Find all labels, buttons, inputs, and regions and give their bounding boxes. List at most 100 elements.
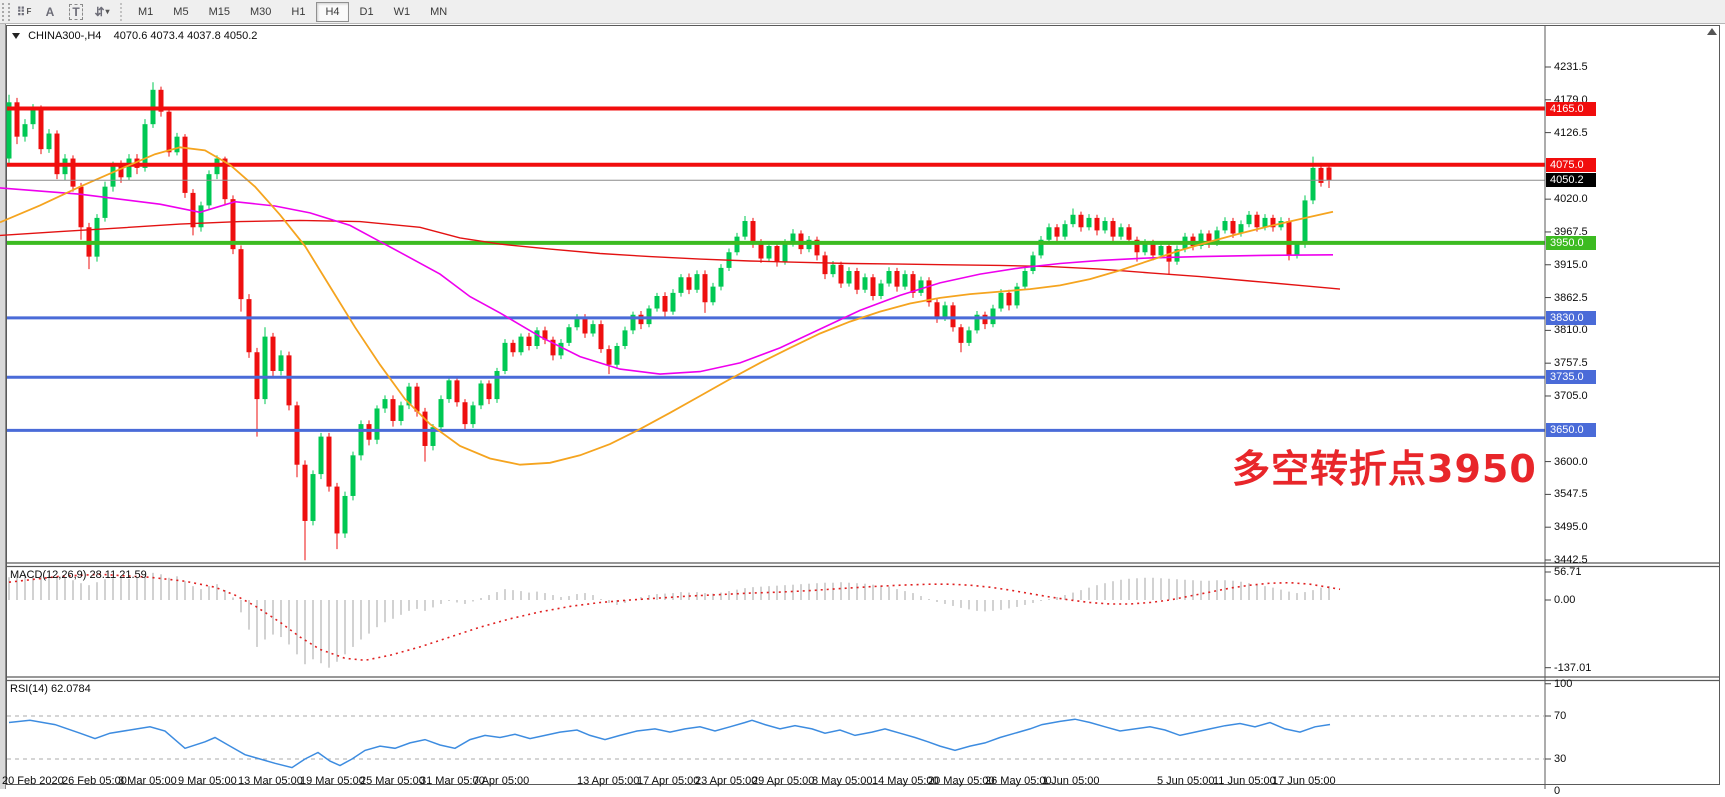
bull-candle bbox=[566, 327, 572, 343]
rsi-line bbox=[8, 718, 1331, 769]
bear-candle bbox=[606, 349, 612, 365]
bear-candle bbox=[238, 249, 244, 300]
bull-candle bbox=[622, 330, 628, 346]
bear-candle bbox=[638, 314, 644, 325]
date-axis-label: 31 Mar 05:00 bbox=[420, 775, 485, 787]
bear-candle bbox=[222, 158, 228, 200]
bear-candle bbox=[286, 355, 292, 406]
ma-red-line bbox=[0, 219, 1341, 290]
bull-candle bbox=[1262, 217, 1268, 228]
bull-candle bbox=[438, 399, 444, 428]
chart-shift-marker[interactable] bbox=[1707, 28, 1717, 35]
price-level-badge-4165.0: 4165.0 bbox=[1546, 102, 1596, 116]
bull-candle bbox=[878, 283, 884, 297]
bull-candle bbox=[1174, 249, 1180, 262]
bull-candle bbox=[694, 274, 700, 290]
bull-candle bbox=[358, 424, 364, 456]
bull-candle bbox=[1294, 244, 1300, 256]
bear-candle bbox=[526, 336, 532, 346]
date-axis-label: 19 Mar 05:00 bbox=[300, 775, 365, 787]
date-axis-label: 9 Mar 05:00 bbox=[178, 775, 237, 787]
timeframe-button-M1[interactable]: M1 bbox=[129, 2, 162, 22]
timeframe-button-M30[interactable]: M30 bbox=[241, 2, 280, 22]
date-axis-label: 29 Apr 05:00 bbox=[752, 775, 815, 787]
bear-candle bbox=[934, 302, 940, 318]
bull-candle bbox=[22, 124, 28, 137]
rsi-indicator-label: RSI(14) 62.0784 bbox=[10, 683, 91, 695]
bull-candle bbox=[1086, 217, 1092, 228]
bull-candle bbox=[478, 383, 484, 406]
bull-candle bbox=[1014, 286, 1020, 306]
chart-window[interactable]: CHINA300-,H4 4070.6 4073.4 4037.8 4050.2… bbox=[0, 24, 1725, 797]
bear-candle bbox=[1150, 242, 1156, 256]
annotation-text: 多空转折点3950 bbox=[1232, 447, 1537, 491]
rsi-scale-label: 30 bbox=[1554, 753, 1567, 765]
bull-candle bbox=[710, 286, 716, 303]
bear-candle bbox=[14, 102, 20, 137]
bull-candle bbox=[206, 174, 212, 206]
price-level-badge-3735.0: 3735.0 bbox=[1546, 370, 1596, 384]
toolbar-separator bbox=[120, 2, 122, 21]
bull-candle bbox=[1238, 224, 1244, 234]
price-axis-tick-label: 4231.5 bbox=[1554, 61, 1588, 73]
bull-candle bbox=[518, 336, 524, 353]
bull-candle bbox=[174, 136, 180, 153]
toolbar-grip[interactable] bbox=[2, 2, 10, 21]
price-axis-tick-label: 3442.5 bbox=[1554, 554, 1588, 566]
timeframe-button-D1[interactable]: D1 bbox=[351, 2, 383, 22]
price-axis-tick-label: 3547.5 bbox=[1554, 488, 1588, 500]
bull-candle bbox=[198, 205, 204, 228]
bear-candle bbox=[1318, 167, 1324, 183]
cursor-a-icon[interactable]: A bbox=[45, 4, 55, 19]
bear-candle bbox=[422, 411, 428, 446]
bull-candle bbox=[30, 108, 36, 125]
text-tool-icon[interactable]: T bbox=[64, 2, 88, 22]
bear-candle bbox=[334, 486, 340, 534]
date-axis-label: 26 Feb 05:00 bbox=[62, 775, 127, 787]
date-axis-label: 5 Jun 05:00 bbox=[1157, 775, 1215, 787]
timeframe-button-H1[interactable]: H1 bbox=[282, 2, 314, 22]
bull-candle bbox=[782, 242, 788, 262]
date-axis-label: 26 May 05:00 bbox=[985, 775, 1052, 787]
bull-candle bbox=[46, 133, 52, 150]
timeframe-button-MN[interactable]: MN bbox=[421, 2, 456, 22]
timeframe-button-W1[interactable]: W1 bbox=[385, 2, 420, 22]
bull-candle bbox=[470, 405, 476, 425]
timeframe-button-H4[interactable]: H4 bbox=[316, 1, 349, 22]
timeframe-button-M15[interactable]: M15 bbox=[200, 2, 239, 22]
bear-candle bbox=[1078, 214, 1084, 228]
bear-candle bbox=[1054, 227, 1060, 237]
date-axis-label: 23 Apr 05:00 bbox=[695, 775, 758, 787]
bear-candle bbox=[758, 242, 764, 259]
bear-candle bbox=[686, 277, 692, 290]
window-left-strip bbox=[0, 24, 6, 789]
chart-grid-f-icon[interactable]: ⠿ F bbox=[16, 4, 32, 19]
bull-candle bbox=[494, 370, 500, 400]
bull-candle bbox=[766, 246, 772, 259]
price-axis-tick-label: 3862.5 bbox=[1554, 292, 1588, 304]
price-level-badge-4075.0: 4075.0 bbox=[1546, 158, 1596, 172]
date-axis-label: 17 Apr 05:00 bbox=[637, 775, 700, 787]
arrows-tool-icon[interactable]: ⇵ ▾ bbox=[94, 4, 110, 19]
bear-candle bbox=[158, 89, 164, 112]
bear-candle bbox=[166, 111, 172, 153]
bear-candle bbox=[550, 339, 556, 356]
bear-candle bbox=[510, 342, 516, 353]
bull-candle bbox=[1302, 200, 1308, 245]
macd-scale-label: -137.01 bbox=[1554, 662, 1592, 674]
price-axis-tick-label: 4126.5 bbox=[1554, 127, 1588, 139]
bull-candle bbox=[102, 186, 108, 218]
bull-candle bbox=[1102, 221, 1108, 231]
symbol-dropdown-icon[interactable] bbox=[12, 33, 20, 39]
bear-candle bbox=[38, 108, 44, 150]
current-price-badge: 4050.2 bbox=[1546, 173, 1596, 187]
timeframe-button-M5[interactable]: M5 bbox=[164, 2, 197, 22]
bear-candle bbox=[838, 264, 844, 284]
bull-candle bbox=[430, 427, 436, 446]
bull-candle bbox=[262, 336, 268, 400]
price-axis-tick-label: 3705.0 bbox=[1554, 390, 1588, 402]
bear-candle bbox=[462, 402, 468, 425]
bull-candle bbox=[94, 217, 100, 257]
bull-candle bbox=[1038, 239, 1044, 256]
price-chart-canvas[interactable] bbox=[0, 24, 1725, 789]
